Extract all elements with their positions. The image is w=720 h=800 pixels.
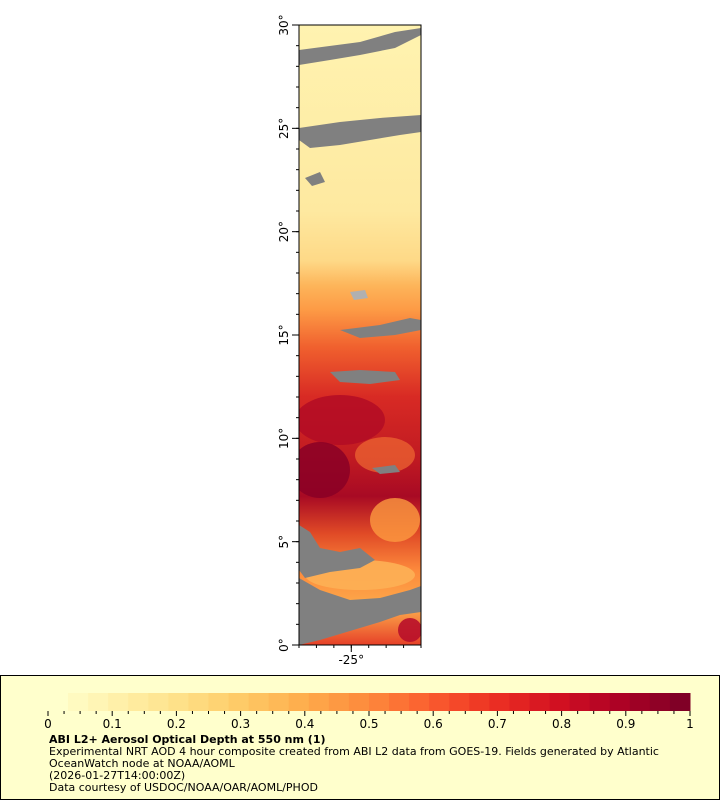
colorbar-tick-label: 1: [686, 717, 694, 731]
colorbar-swatch: [208, 693, 230, 711]
colorbar-swatch: [609, 693, 631, 711]
aod-plume-patch: [398, 618, 421, 642]
colorbar-swatch: [268, 693, 290, 711]
colorbar-swatch: [509, 693, 530, 711]
lat-tick-label: 10°: [277, 428, 291, 449]
colorbar-swatch: [68, 693, 89, 711]
aod-plume-patch: [370, 498, 420, 542]
missing-data-mask: [299, 28, 421, 65]
caption-credit: Data courtesy of USDOC/NOAA/OAR/AOML/PHO…: [49, 781, 318, 794]
colorbar-tick-label: 0.1: [103, 717, 122, 731]
lat-tick-label: 15°: [277, 324, 291, 345]
legend-panel: 0 0.1 0.2 0.3 0.4 0.5 0.6 0.7 0.8 0.9 1 ABI L2+ Ae…: [0, 675, 720, 800]
missing-data-mask: [350, 290, 368, 300]
colorbar-swatch: [328, 693, 350, 711]
aod-map: 0° 5° 10° 15° 20° 25° 30° -25°: [277, 14, 422, 667]
lon-tick-label: -25°: [338, 653, 364, 667]
colorbar-swatch: [409, 693, 430, 711]
colorbar-swatch: [369, 693, 390, 711]
colorbar-tick-label: 0.6: [424, 717, 443, 731]
colorbar-tick-label: 0: [44, 717, 52, 731]
missing-data-mask: [305, 172, 325, 186]
colorbar-swatch: [489, 693, 510, 711]
missing-data-mask: [330, 370, 400, 384]
colorbar-swatch: [288, 693, 310, 711]
colorbar-swatch: [649, 693, 671, 711]
aod-field: [299, 25, 421, 645]
colorbar-swatch: [469, 693, 490, 711]
colorbar-swatch: [168, 693, 189, 711]
colorbar-swatch: [429, 693, 450, 711]
colorbar-tick-label: 0.5: [359, 717, 378, 731]
colorbar-swatch: [348, 693, 370, 711]
colorbar-swatch: [549, 693, 571, 711]
colorbar-swatch: [449, 693, 470, 711]
colorbar-swatch: [108, 693, 129, 711]
colorbar: 0 0.1 0.2 0.3 0.4 0.5 0.6 0.7 0.8 0.9 1: [44, 693, 694, 731]
longitude-axis: -25°: [298, 645, 422, 667]
colorbar-tick-label: 0.4: [295, 717, 314, 731]
colorbar-tick-label: 0.3: [231, 717, 250, 731]
colorbar-tick-label: 0.9: [616, 717, 635, 731]
colorbar-swatch: [48, 693, 69, 711]
colorbar-swatch: [248, 693, 270, 711]
colorbar-swatch: [148, 693, 169, 711]
colorbar-tick-label: 0.7: [488, 717, 507, 731]
aod-plume-patch: [299, 395, 385, 445]
colorbar-swatch: [669, 693, 691, 711]
colorbar-tick-label: 0.8: [552, 717, 571, 731]
missing-data-mask: [340, 318, 421, 338]
latitude-axis: 0° 5° 10° 15° 20° 25° 30°: [277, 14, 299, 652]
missing-data-mask: [299, 525, 375, 578]
aod-plume-patch: [355, 437, 415, 473]
caption-title: ABI L2+ Aerosol Optical Depth at 550 nm …: [49, 733, 326, 746]
missing-data-mask: [299, 578, 421, 645]
colorbar-swatch: [529, 693, 551, 711]
colorbar-swatch: [228, 693, 250, 711]
lat-tick-label: 0°: [277, 638, 291, 652]
lat-tick-label: 30°: [277, 14, 291, 35]
lat-tick-label: 25°: [277, 118, 291, 139]
colorbar-swatch: [629, 693, 651, 711]
aod-plume-patch: [299, 442, 350, 498]
colorbar-swatch: [188, 693, 209, 711]
lat-tick-label: 5°: [277, 535, 291, 549]
missing-data-mask: [299, 115, 421, 148]
caption-description-cont: OceanWatch node at NOAA/AOML: [49, 757, 235, 770]
colorbar-swatch: [308, 693, 330, 711]
lat-tick-label: 20°: [277, 221, 291, 242]
caption-description: Experimental NRT AOD 4 hour composite cr…: [49, 745, 659, 758]
colorbar-tick-label: 0.2: [167, 717, 186, 731]
colorbar-swatch: [389, 693, 410, 711]
colorbar-swatch: [88, 693, 109, 711]
colorbar-swatch: [589, 693, 611, 711]
colorbar-swatch: [128, 693, 149, 711]
colorbar-swatch: [569, 693, 591, 711]
caption-timestamp: (2026-01-27T14:00:00Z): [49, 769, 186, 782]
missing-data-mask: [372, 465, 400, 474]
